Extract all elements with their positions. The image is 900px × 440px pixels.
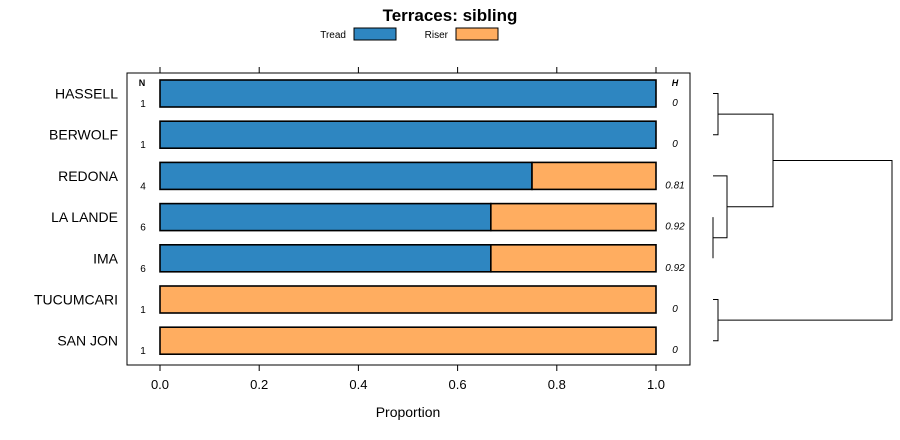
dendrogram-link (713, 175, 728, 239)
n-value: 4 (140, 181, 146, 192)
h-value: 0.92 (665, 222, 685, 233)
bar-la-lande-tread (159, 202, 492, 232)
category-label-berwolf: BERWOLF (49, 127, 118, 143)
legend-swatch-riser (455, 27, 499, 41)
dendrogram-link (718, 113, 774, 208)
legend-label-riser: Riser (425, 30, 449, 41)
dendrogram-link (713, 299, 719, 342)
x-tick-label: 0.0 (151, 377, 169, 392)
n-value: 6 (140, 223, 146, 234)
legend: Tread Riser (320, 27, 499, 41)
bar-tucumcari-riser (159, 285, 657, 314)
bar-redona-riser (531, 161, 657, 191)
category-labels: HASSELL BERWOLF REDONA LA LANDE IMA TUCUMCARI… (34, 86, 119, 349)
n-column: N 1 1 4 6 6 1 1 (139, 78, 146, 357)
h-value: 0.92 (665, 263, 685, 274)
dendrogram (712, 93, 893, 342)
category-label-la-lande: LA LANDE (51, 209, 118, 225)
n-value: 1 (140, 99, 146, 110)
bar-redona-tread (159, 161, 533, 191)
n-header: N (139, 78, 146, 88)
legend-swatch-tread (353, 27, 397, 41)
bar-la-lande-riser (490, 202, 657, 232)
x-tick-label: 0.2 (250, 377, 268, 392)
bar-ima-tread (159, 244, 492, 273)
bars (159, 79, 657, 356)
x-tick-label: 0.8 (548, 377, 566, 392)
category-label-san-jon: SAN JON (57, 333, 118, 349)
legend-label-tread: Tread (320, 30, 346, 41)
x-tick-label: 0.6 (449, 377, 467, 392)
bar-hassell-tread (159, 79, 657, 108)
x-tick-label: 0.4 (349, 377, 367, 392)
n-value: 1 (140, 305, 146, 316)
h-value: 0.81 (665, 180, 684, 191)
dendrogram-link (718, 159, 893, 321)
h-value: 0 (672, 304, 678, 315)
category-label-redona: REDONA (58, 168, 119, 184)
x-tick-label: 1.0 (647, 377, 665, 392)
bar-san-jon-riser (159, 326, 657, 356)
chart-title: Terraces: sibling (383, 6, 518, 25)
h-column: H 0 0 0.81 0.92 0.92 0 0 (665, 78, 685, 356)
n-value: 1 (140, 346, 146, 357)
n-value: 1 (140, 140, 146, 151)
n-value: 6 (140, 264, 146, 275)
category-label-tucumcari: TUCUMCARI (34, 292, 118, 308)
category-label-ima: IMA (93, 250, 119, 266)
x-axis-title: Proportion (376, 404, 441, 420)
x-axis: 0.0 0.2 0.4 0.6 0.8 1.0 (151, 67, 665, 392)
category-label-hassell: HASSELL (55, 86, 118, 102)
h-value: 0 (672, 345, 678, 356)
h-value: 0 (672, 139, 678, 150)
h-value: 0 (672, 98, 678, 109)
plot-frame (126, 72, 691, 366)
bar-berwolf-tread (159, 120, 657, 149)
bar-ima-riser (490, 244, 657, 273)
h-header: H (672, 78, 679, 88)
dendrogram-link (713, 93, 719, 136)
